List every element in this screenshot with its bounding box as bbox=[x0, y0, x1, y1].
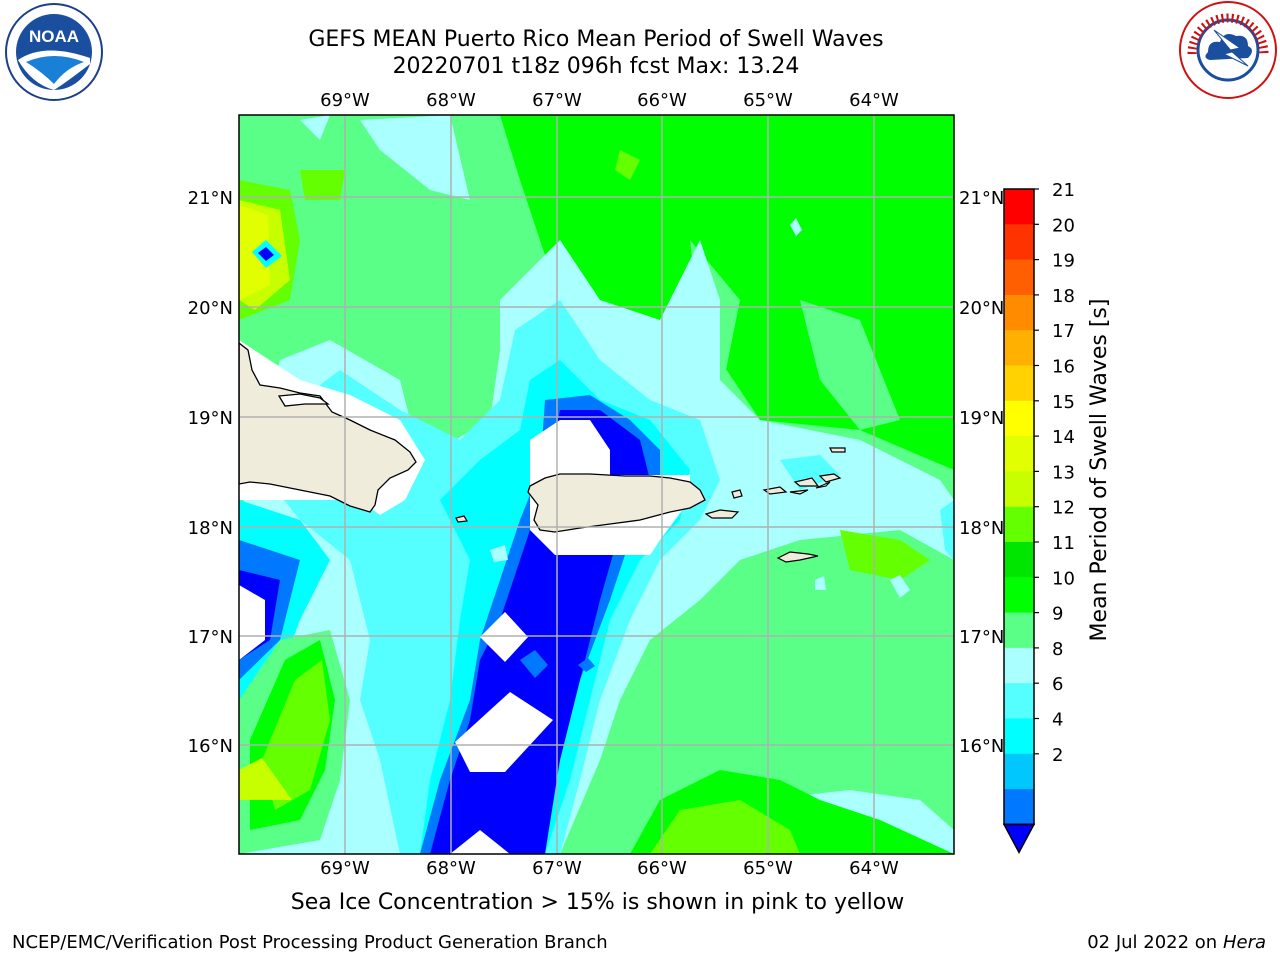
lon-labels-bottom: 69°W 68°W 67°W 66°W 65°W 64°W bbox=[320, 858, 899, 879]
colorbar-swatch bbox=[1004, 577, 1034, 614]
colorbar-tick-label: 13 bbox=[1052, 462, 1075, 483]
colorbar-tick-label: 21 bbox=[1052, 180, 1075, 201]
hispaniola-peninsula bbox=[277, 393, 330, 407]
lat-label: 16°N bbox=[959, 736, 1004, 757]
colorbar-swatch bbox=[1004, 789, 1034, 825]
vieques-island bbox=[704, 509, 740, 519]
culebra-island bbox=[731, 489, 743, 499]
colorbar-swatch bbox=[1004, 400, 1034, 437]
footer-credit: NCEP/EMC/Verification Post Processing Pr… bbox=[12, 932, 608, 953]
lat-labels-right: 21°N 20°N 19°N 18°N 17°N 16°N bbox=[959, 188, 1004, 757]
colorbar-swatch bbox=[1004, 506, 1034, 543]
lon-label: 67°W bbox=[532, 858, 582, 879]
lon-label: 65°W bbox=[743, 858, 793, 879]
colorbar-tick-label: 8 bbox=[1052, 639, 1063, 660]
chart-subtitle: 20220701 t18z 096h fcst Max: 13.24 bbox=[392, 54, 800, 79]
colorbar-swatch bbox=[1004, 612, 1034, 649]
colorbar-swatch bbox=[1004, 471, 1034, 508]
mona-island bbox=[455, 515, 468, 523]
lon-labels-top: 69°W 68°W 67°W 66°W 65°W 64°W bbox=[320, 90, 899, 111]
colorbar-swatch bbox=[1004, 365, 1034, 402]
colorbar-tick-label: 9 bbox=[1052, 604, 1063, 625]
colorbar-swatch bbox=[1004, 294, 1034, 331]
lon-label: 64°W bbox=[849, 858, 899, 879]
colorbar-tick-label: 10 bbox=[1052, 568, 1075, 589]
lon-label: 68°W bbox=[426, 90, 476, 111]
plot-frame bbox=[238, 114, 955, 855]
lon-label: 68°W bbox=[426, 858, 476, 879]
colorbar-tick-label: 15 bbox=[1052, 392, 1075, 413]
nws-logo-icon bbox=[1179, 1, 1277, 99]
lat-label: 21°N bbox=[188, 188, 233, 209]
colorbar-swatch bbox=[1004, 542, 1034, 578]
colorbar-swatch bbox=[1004, 436, 1034, 472]
lat-label: 21°N bbox=[959, 188, 1004, 209]
lon-label: 67°W bbox=[532, 90, 582, 111]
colorbar-swatch bbox=[1004, 224, 1034, 261]
colorbar-tick-label: 11 bbox=[1052, 533, 1075, 554]
lat-label: 17°N bbox=[959, 627, 1004, 648]
colorbar-tick-label: 2 bbox=[1052, 745, 1063, 766]
lat-label: 16°N bbox=[188, 736, 233, 757]
lon-label: 65°W bbox=[743, 90, 793, 111]
colorbar-swatch bbox=[1004, 753, 1034, 790]
lon-label: 66°W bbox=[637, 858, 687, 879]
colorbar-tick-label: 12 bbox=[1052, 498, 1075, 519]
chart-title: GEFS MEAN Puerto Rico Mean Period of Swe… bbox=[308, 27, 884, 52]
lat-label: 18°N bbox=[188, 518, 233, 539]
lon-label: 69°W bbox=[320, 858, 370, 879]
puerto-rico-land bbox=[527, 473, 706, 533]
colorbar-tick-label: 16 bbox=[1052, 357, 1075, 378]
colorbar-label: Mean Period of Swell Waves [s] bbox=[1087, 299, 1112, 642]
lat-label: 18°N bbox=[959, 518, 1004, 539]
colorbar-tick-label: 4 bbox=[1052, 710, 1063, 731]
anegada-island bbox=[815, 481, 831, 489]
colorbar-swatch bbox=[1004, 683, 1034, 719]
footer-date: 02 Jul 2022 on Hera bbox=[1087, 932, 1266, 953]
colorbar-swatch bbox=[1004, 330, 1034, 366]
colorbar-tick-label: 14 bbox=[1052, 427, 1075, 448]
colorbar-swatch bbox=[1004, 189, 1034, 225]
colorbar-extend-triangle bbox=[1002, 823, 1036, 854]
lat-label: 19°N bbox=[188, 408, 233, 429]
lat-label: 20°N bbox=[959, 298, 1004, 319]
st-croix-island bbox=[776, 551, 819, 563]
colorbar-swatch bbox=[1004, 259, 1034, 296]
colorbar-swatch bbox=[1004, 647, 1034, 684]
colorbar: 21 20 19 18 17 16 15 14 13 12 11 10 9 8 6 4 2 bbox=[1002, 180, 1075, 854]
land-masses bbox=[239, 342, 846, 563]
lat-label: 20°N bbox=[188, 298, 233, 319]
graticule bbox=[239, 115, 954, 854]
footer-date-text: 02 Jul 2022 on bbox=[1087, 932, 1223, 953]
colorbar-swatch bbox=[1004, 718, 1034, 755]
lat-labels-left: 21°N 20°N 19°N 18°N 17°N 16°N bbox=[188, 188, 233, 757]
colorbar-tick-label: 19 bbox=[1052, 251, 1075, 272]
lon-label: 64°W bbox=[849, 90, 899, 111]
colorbar-tick-label: 17 bbox=[1052, 321, 1075, 342]
virgin-islands bbox=[762, 447, 846, 495]
lon-label: 66°W bbox=[637, 90, 687, 111]
sea-ice-note: Sea Ice Concentration > 15% is shown in … bbox=[290, 890, 905, 915]
colorbar-tick-label: 20 bbox=[1052, 215, 1075, 236]
lat-label: 17°N bbox=[188, 627, 233, 648]
hispaniola-land bbox=[239, 342, 417, 513]
lon-label: 69°W bbox=[320, 90, 370, 111]
noaa-logo-icon: NOAA bbox=[5, 3, 103, 101]
noaa-logo-text: NOAA bbox=[29, 27, 79, 46]
lat-label: 19°N bbox=[959, 408, 1004, 429]
footer-host: Hera bbox=[1222, 932, 1266, 953]
colorbar-tick-label: 18 bbox=[1052, 286, 1075, 307]
colorbar-tick-label: 6 bbox=[1052, 674, 1063, 695]
